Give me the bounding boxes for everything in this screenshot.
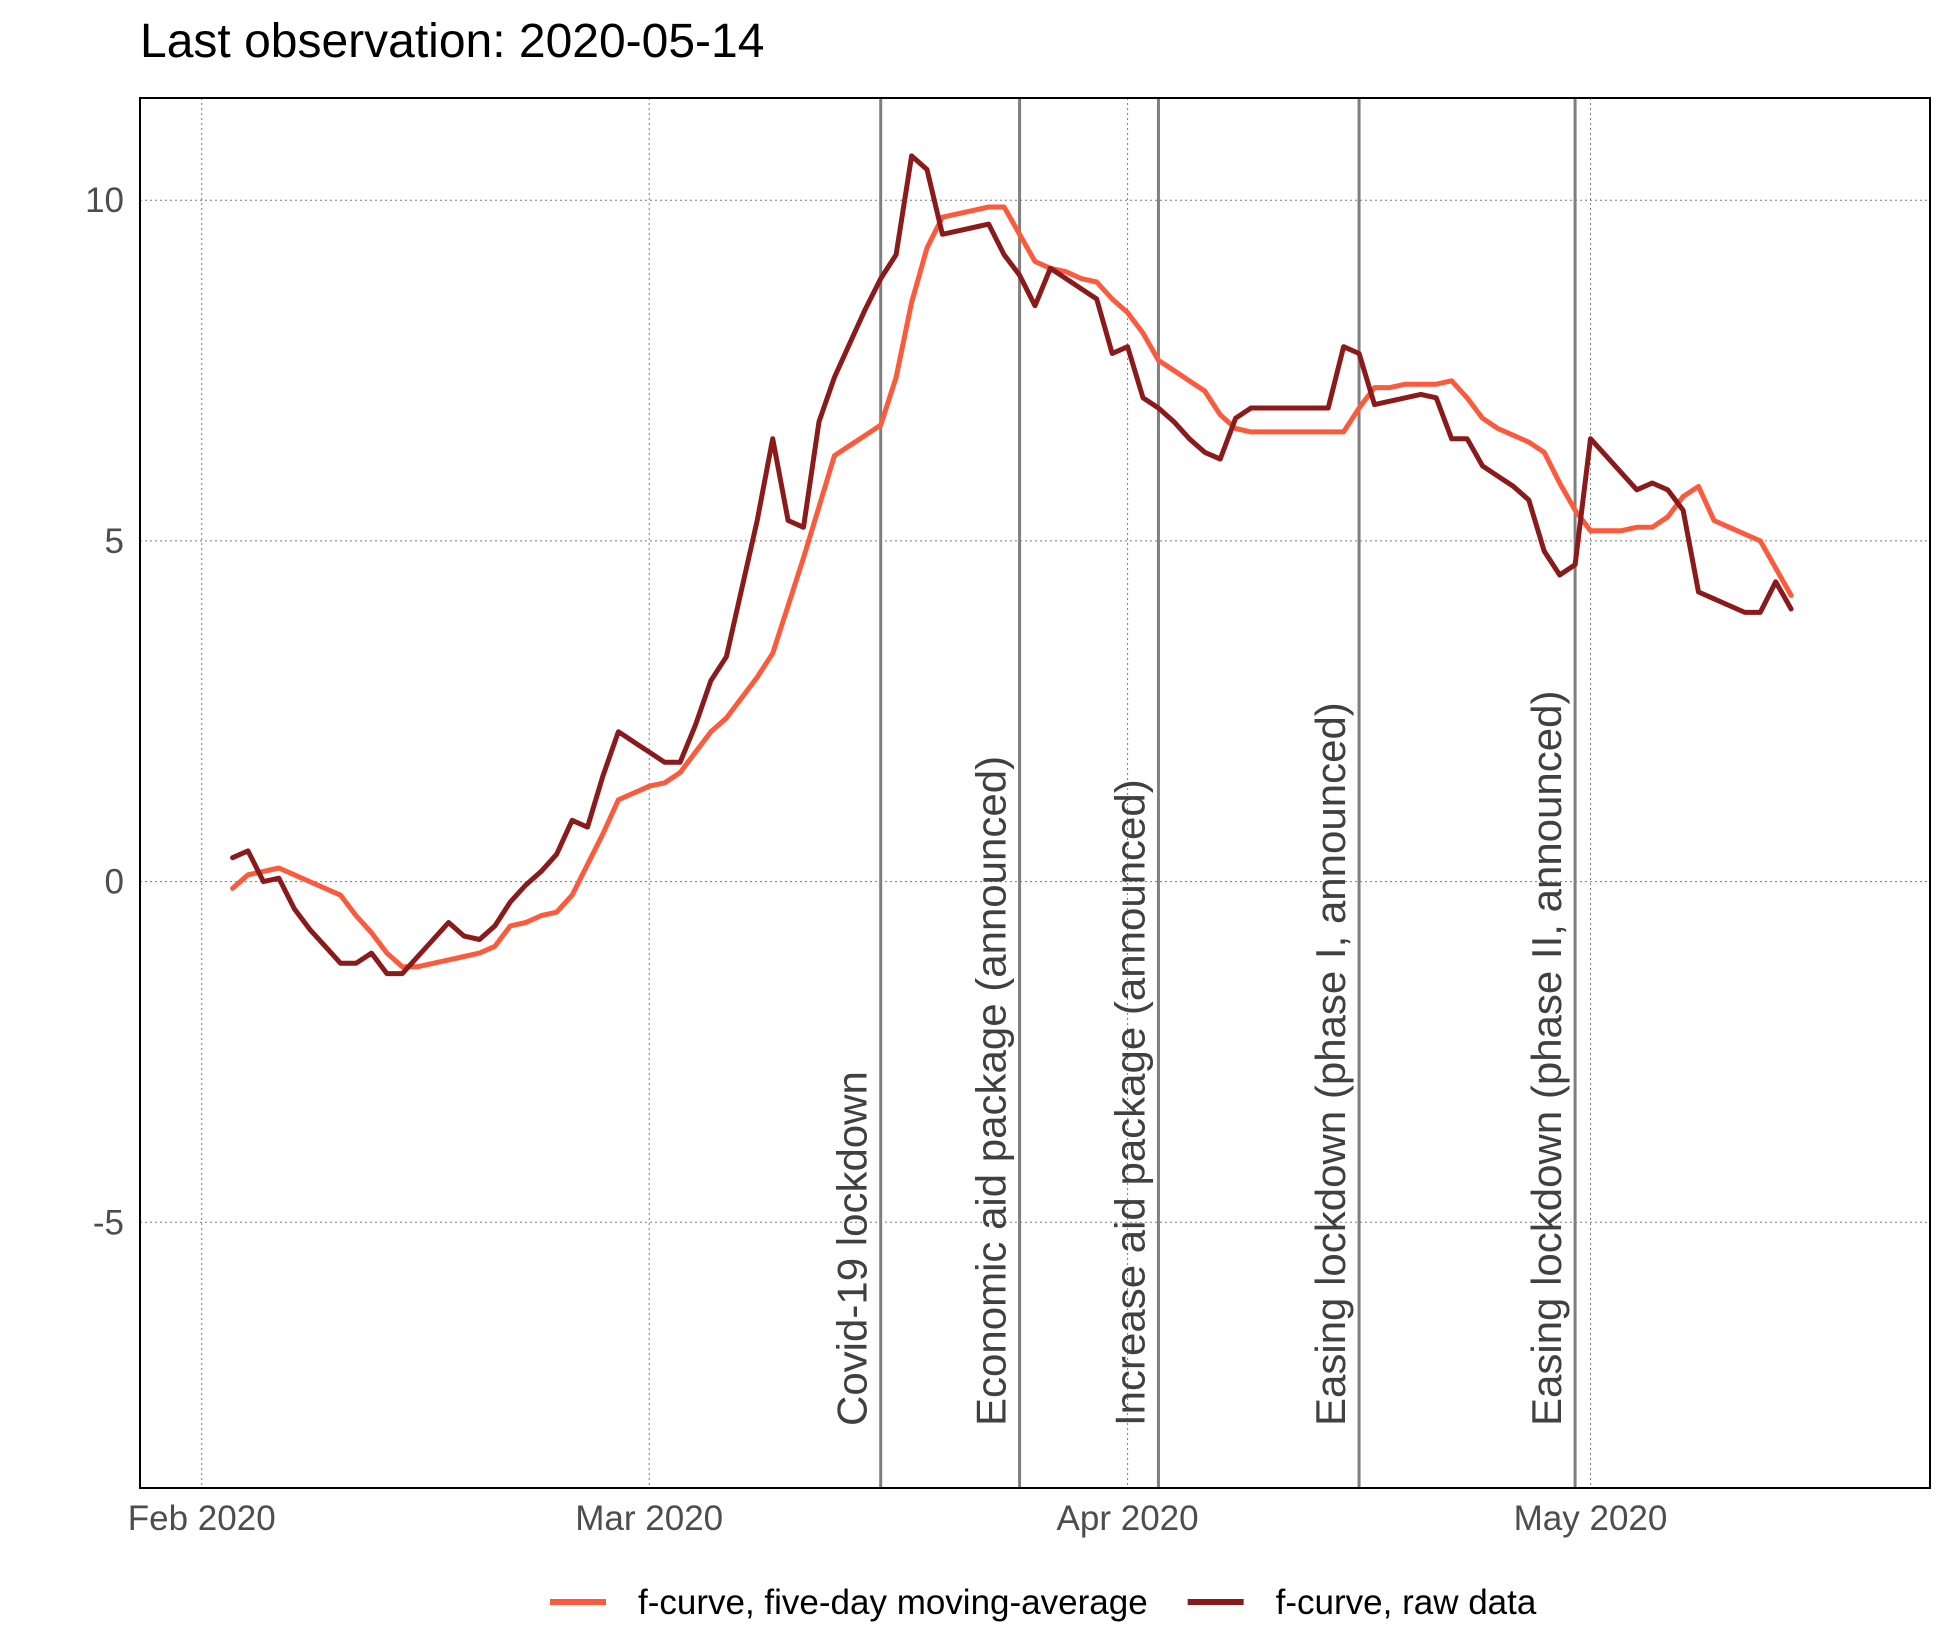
legend: f-curve, five-day moving-average f-curve,… xyxy=(550,1583,1537,1622)
series-line xyxy=(230,204,1794,970)
chart-title: Last observation: 2020-05-14 xyxy=(140,15,765,68)
y-tick-label: 0 xyxy=(105,863,124,902)
plot-border xyxy=(139,97,1931,1489)
x-tick-label: Apr 2020 xyxy=(1057,1499,1199,1538)
axes: -5 0 5 10 Feb 2020 Mar 2020 Apr 2020 May 2020 xyxy=(85,181,1667,1538)
event-markers: Covid-19 lockdown Economic aid package (a… xyxy=(829,98,1577,1488)
legend-label: f-curve, raw data xyxy=(1276,1583,1537,1622)
y-tick-label: 5 xyxy=(105,522,124,561)
y-tick-label: -5 xyxy=(93,1203,124,1242)
event-label: Increase aid package (announced) xyxy=(1106,779,1153,1426)
event-label: Easing lockdown (phase I, announced) xyxy=(1307,702,1354,1426)
x-tick-label: Mar 2020 xyxy=(575,1499,723,1538)
event-label: Economic aid package (announced) xyxy=(968,756,1015,1426)
event-label: Covid-19 lockdown xyxy=(829,1071,876,1426)
legend-label: f-curve, five-day moving-average xyxy=(638,1583,1148,1622)
series-lines xyxy=(230,153,1794,977)
series-line xyxy=(230,153,1794,977)
x-tick-label: May 2020 xyxy=(1514,1499,1668,1538)
grid xyxy=(140,98,1930,1488)
x-tick-label: Feb 2020 xyxy=(128,1499,276,1538)
y-tick-label: 10 xyxy=(85,181,124,220)
event-label: Easing lockdown (phase II, announced) xyxy=(1523,691,1570,1426)
